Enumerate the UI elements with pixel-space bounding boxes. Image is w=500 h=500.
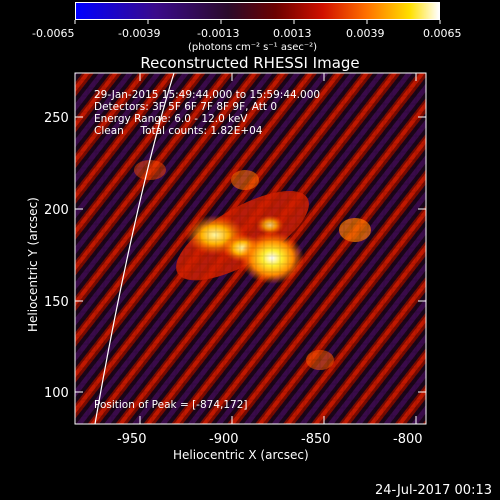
colorbar-tick-label: -0.0065 xyxy=(32,27,74,40)
energy-range-annotation: Energy Range: 6.0 - 12.0 keV xyxy=(94,113,248,125)
image-data xyxy=(75,73,426,424)
colorbar-tick-label: 0.0013 xyxy=(273,27,312,40)
footer-timestamp: 24-Jul-2017 00:13 xyxy=(374,483,492,498)
y-axis-ticks xyxy=(75,116,426,393)
y-tick-label: 150 xyxy=(44,295,69,310)
peak-position-annotation: Position of Peak = [-874,172] xyxy=(94,399,248,411)
y-axis-label: Heliocentric Y (arcsec) xyxy=(26,197,40,332)
plot-frame xyxy=(74,72,427,425)
y-tick-label: 200 xyxy=(44,203,69,218)
x-tick-label: -800 xyxy=(393,432,423,447)
x-tick-label: -850 xyxy=(301,432,331,447)
colorbar-tick-label: 0.0065 xyxy=(423,27,462,40)
y-tick-label: 250 xyxy=(44,111,69,126)
time-range-annotation: 29-Jan-2015 15:49:44.000 to 15:59:44.000 xyxy=(94,89,320,101)
colorbar xyxy=(75,2,440,20)
y-tick-label: 100 xyxy=(44,386,69,401)
colorbar-ticks: -0.0065 -0.0039 -0.0013 0.0013 0.0039 0.… xyxy=(32,20,462,53)
x-axis-label: Heliocentric X (arcsec) xyxy=(173,448,309,462)
detectors-annotation: Detectors: 3F 5F 6F 7F 8F 9F, Att 0 xyxy=(94,101,277,113)
colorbar-tick-label: -0.0039 xyxy=(118,27,160,40)
colorbar-tick-label: 0.0039 xyxy=(346,27,385,40)
solar-limb-line xyxy=(94,73,175,424)
clean-total-annotation: Clean Total counts: 1.82E+04 xyxy=(94,125,263,137)
x-tick-label: -950 xyxy=(117,432,147,447)
x-axis-ticks xyxy=(139,73,417,424)
colorbar-unit-label: (photons cm⁻² s⁻¹ asec⁻²) xyxy=(188,42,317,53)
image-title: Reconstructed RHESSI Image xyxy=(140,54,360,72)
colorbar-tick-label: -0.0013 xyxy=(197,27,239,40)
x-tick-label: -900 xyxy=(209,432,239,447)
